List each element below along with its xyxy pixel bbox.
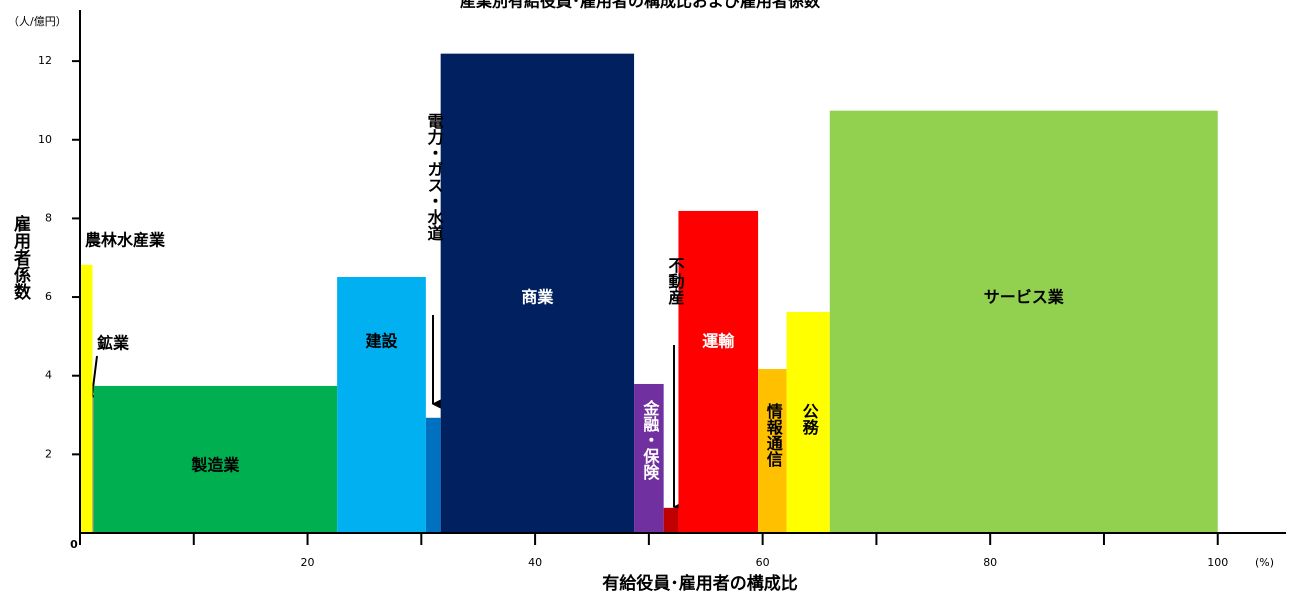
y-tick-label: 10: [38, 133, 52, 146]
bar-label: 金融・保険: [640, 399, 660, 481]
bar-label: サービス業: [984, 288, 1065, 307]
y-axis-label: 雇用者係数: [10, 214, 32, 301]
x-tick-label: 40: [528, 556, 542, 569]
bar: [758, 369, 787, 533]
bar-label: 運輸: [702, 332, 735, 351]
bar: [786, 312, 830, 533]
bar: [663, 507, 679, 533]
x-tick-label: 20: [301, 556, 315, 569]
bar: [337, 277, 426, 533]
chart-title: 産業別有給役員･雇用者の構成比および雇用者係数: [460, 0, 821, 11]
y-tick-label: 2: [45, 447, 52, 460]
x-tick-label: 100: [1207, 556, 1228, 569]
x-axis-label: 有給役員･雇用者の構成比: [602, 573, 798, 594]
bar: [634, 383, 664, 533]
bar: [829, 110, 1218, 534]
arrow: [90, 355, 106, 405]
bar-label: 製造業: [190, 456, 240, 475]
bar-label: 農林水産業: [85, 231, 166, 250]
x-unit: (%): [1255, 556, 1274, 569]
bar: [678, 210, 759, 533]
y-tick-label: 6: [45, 290, 52, 303]
x-tick-label: 60: [756, 556, 770, 569]
y-unit: （人/億円）: [8, 15, 67, 28]
bar-label: 情報通信: [764, 402, 783, 468]
bar-label: 公務: [800, 403, 819, 436]
y-tick-label: 12: [38, 54, 52, 67]
bar-label: 商業: [521, 288, 554, 307]
y-tick-label: 8: [45, 211, 52, 224]
bar-label: 建設: [365, 332, 398, 351]
bar-label: 不動産: [666, 257, 685, 306]
bar: [80, 264, 93, 533]
bar: [440, 53, 635, 534]
bar-label: 電力・ガス・水道: [425, 113, 444, 241]
x-tick-label: 80: [983, 556, 997, 569]
y-tick-label: 4: [45, 369, 52, 382]
bar: [92, 397, 94, 533]
x-tick-label: 0: [70, 538, 78, 551]
bar-label: 鉱業: [97, 334, 130, 353]
bar: [93, 385, 338, 533]
bar: [425, 417, 441, 533]
